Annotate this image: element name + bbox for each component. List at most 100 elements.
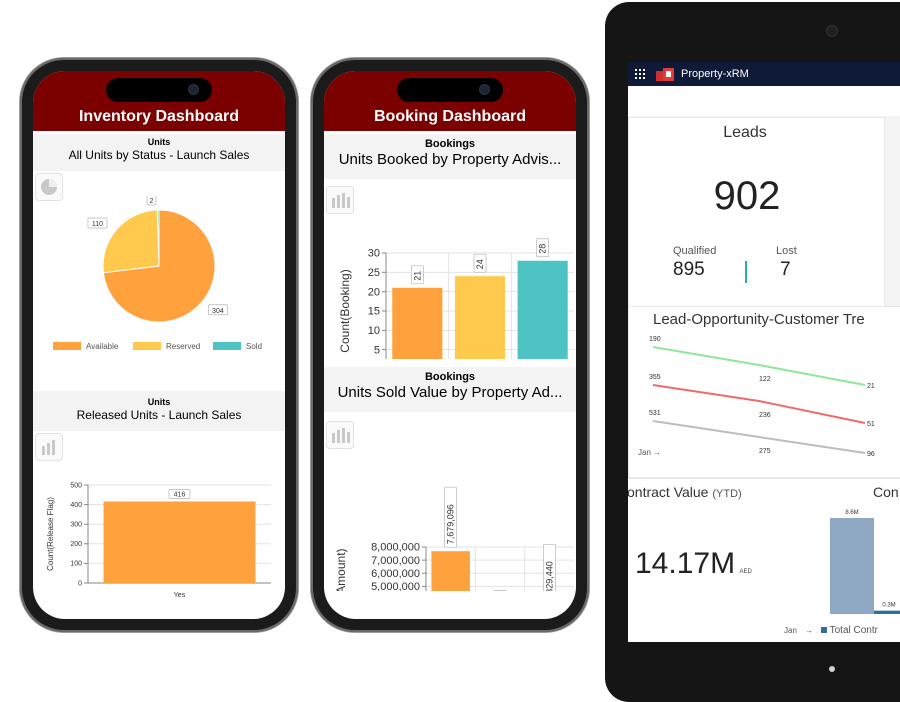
data-label: 51 (867, 421, 875, 428)
y-axis-label: Sum(Total Amount) (334, 548, 348, 591)
arrow-right-icon: → (805, 626, 814, 635)
camera-icon (480, 85, 489, 94)
leads-total: 902 (713, 174, 781, 218)
y-axis-label: Count(Release Flag) (46, 497, 55, 571)
data-label-box (473, 253, 487, 273)
data-label-box (542, 543, 556, 591)
pie-slice (102, 209, 160, 274)
y-tick-label: 500 (70, 482, 82, 489)
y-tick-label: 5 (374, 344, 380, 356)
y-axis-label: Count(Booking) (338, 269, 352, 352)
chart-title: All Units by Status - Launch Sales (68, 148, 250, 162)
y-tick-label: 5,000,000 (371, 581, 420, 591)
phone-notch (397, 78, 503, 102)
phone-inventory: Inventory Dashboard Units All Units by S… (20, 58, 298, 632)
pie-chart: 304 110 2 Available Reserved Sold (53, 196, 262, 351)
y-tick-label: 20 (368, 286, 380, 298)
tablet-device: Property-xRM Leads 902 Qualified 895 Los… (605, 2, 900, 702)
phone-booking-screen: Booking Dashboard Bookings Units Booked … (324, 71, 576, 619)
data-label-box (168, 489, 191, 499)
data-label: 416 (174, 491, 186, 498)
phone-booking: Booking Dashboard Bookings Units Booked … (311, 58, 589, 632)
home-button[interactable] (829, 666, 835, 672)
data-label: 24 (475, 259, 485, 269)
data-label-box (208, 304, 228, 316)
bar-chart-icon[interactable] (35, 433, 63, 461)
data-label: 122 (759, 376, 771, 383)
contract-second-title: Con (873, 484, 899, 500)
phone-inventory-screen: Inventory Dashboard Units All Units by S… (33, 71, 285, 619)
axis-label: Jan (638, 448, 651, 457)
legend-swatch (53, 342, 81, 350)
data-label: 0.3M (882, 603, 895, 609)
y-tick-label: 7,000,000 (371, 555, 420, 567)
data-label: 304 (212, 308, 224, 315)
app-top-bar: Property-xRM (628, 62, 900, 86)
bar (103, 501, 256, 583)
data-label-box (444, 486, 458, 548)
trend-axis-start: Jan → (638, 448, 661, 457)
data-label: 8.6M (845, 510, 858, 516)
chart-title: Units Sold Value by Property Ad... (337, 384, 563, 401)
command-bar (628, 86, 900, 117)
data-label: 28 (538, 244, 548, 254)
divider (745, 261, 747, 283)
data-label: 110 (92, 221, 103, 228)
series-line (652, 346, 866, 386)
qualified-label: Qualified (673, 245, 717, 257)
bar (392, 287, 443, 359)
y-tick-label: 6,000,000 (371, 568, 420, 580)
camera-icon (189, 85, 198, 94)
contract-value-number: 14.17M (635, 547, 736, 580)
chart-subtitle: Bookings (424, 371, 476, 383)
legend-label: Total Contr (829, 625, 878, 636)
contract-value: 14.17M AED (635, 547, 752, 581)
contract-bar-chart: 8.6M 0.3M (830, 510, 900, 614)
y-tick-label: 8,000,000 (371, 542, 420, 554)
data-label: 236 (759, 412, 771, 419)
contract-title-text: ontract Value (628, 484, 709, 500)
property-logo-icon (656, 68, 674, 81)
y-tick-label: 15 (368, 306, 380, 318)
app-header: Booking Dashboard (324, 71, 576, 131)
y-tick-label: 10 (368, 325, 380, 337)
axis-label: Jan (784, 626, 797, 635)
legend-label: Sold (246, 342, 262, 351)
bar-chart-icon[interactable] (326, 186, 354, 214)
data-label-box (536, 238, 550, 258)
data-label: 21 (867, 383, 875, 390)
y-tick-label: 200 (70, 541, 82, 548)
app-name: Property-xRM (681, 68, 749, 80)
leads-card[interactable]: Leads 902 Qualified 895 Lost 7 (628, 117, 885, 307)
units-sold-value-bar-chart: 01,000,0002,000,0003,000,0004,000,0005,0… (334, 486, 574, 591)
chart-header-units-booked: Bookings Units Booked by Property Advis.… (324, 134, 576, 179)
bar (431, 551, 470, 591)
data-label: 21 (412, 271, 422, 281)
legend-swatch (213, 342, 241, 350)
trend-card[interactable]: Lead-Opportunity-Customer Tre 190 122 21 35… (628, 306, 900, 478)
contract-card[interactable]: ontract Value (YTD) 14.17M AED Con 8.6M 0… (628, 478, 900, 642)
leads-title: Leads (723, 124, 767, 141)
chart-subtitle: Units (147, 397, 171, 407)
page-title: Booking Dashboard (373, 108, 526, 125)
bar-chart-icon[interactable] (326, 421, 354, 449)
app-launcher-icon[interactable] (634, 68, 646, 80)
lost-label: Lost (776, 245, 797, 257)
data-label: 3,329,440 (544, 561, 554, 591)
x-tick-label: Yes (174, 592, 186, 599)
units-booked-bar-chart: 051015202530212428Count(Booking) (338, 238, 574, 359)
qualified-value: 895 (673, 259, 705, 280)
chart-subtitle: Units (147, 137, 171, 147)
y-tick-label: 300 (70, 522, 82, 529)
data-label-box (87, 217, 108, 229)
legend-swatch (821, 627, 828, 633)
contract-title: ontract Value (YTD) (628, 484, 742, 500)
y-tick-label: 25 (368, 267, 380, 279)
y-tick-label: 100 (70, 561, 82, 568)
camera-icon (827, 26, 837, 36)
lost-value: 7 (780, 259, 791, 280)
data-label-box (146, 196, 157, 206)
chart-header-units-sold-value: Bookings Units Sold Value by Property Ad… (324, 367, 576, 412)
pie-chart-icon[interactable] (35, 173, 63, 201)
bar (874, 610, 900, 614)
